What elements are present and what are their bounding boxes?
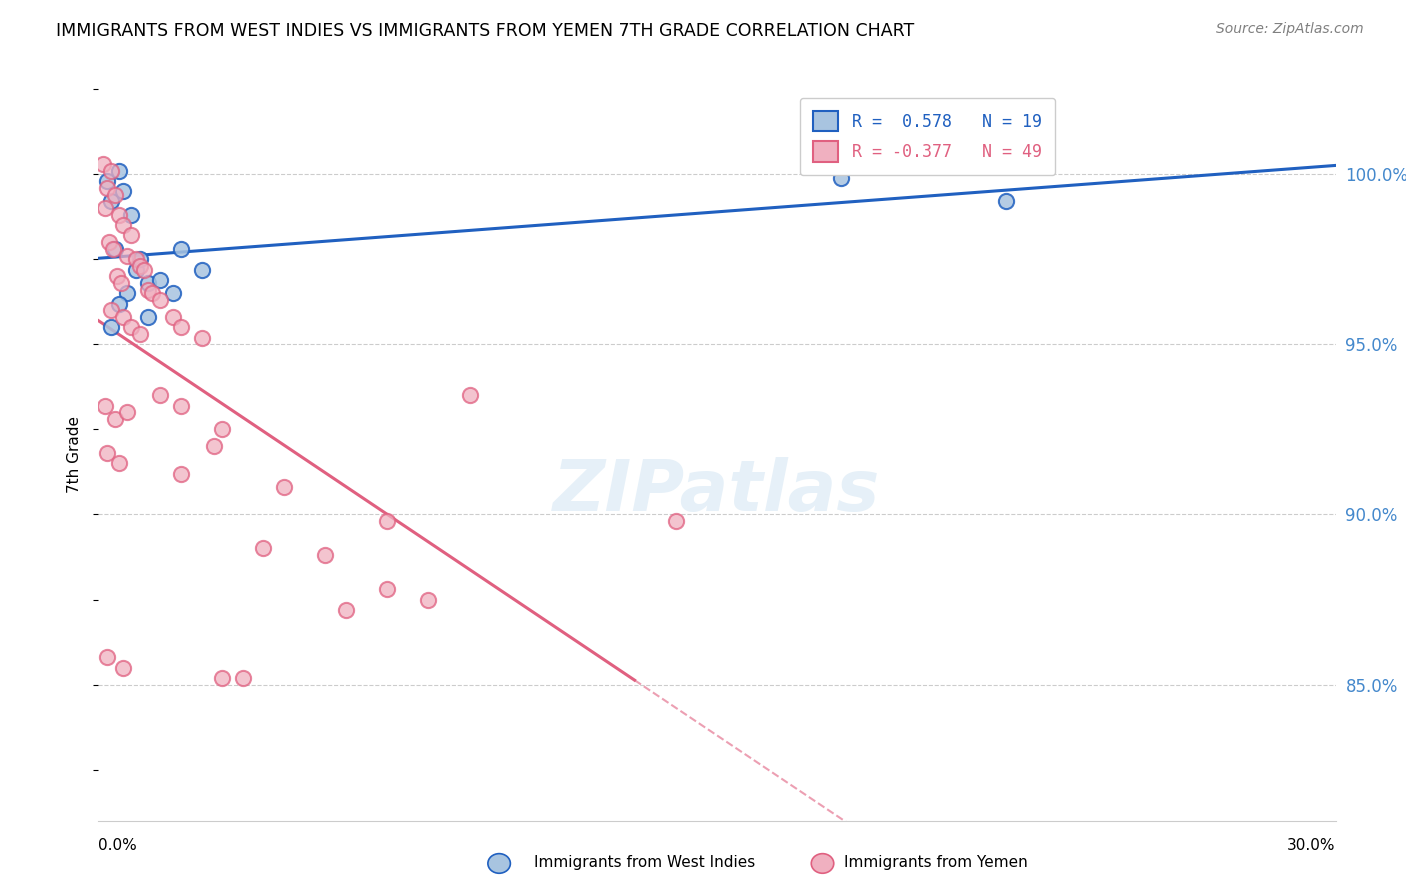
Point	[120, 320, 142, 334]
Point	[124, 262, 146, 277]
Point	[96, 446, 118, 460]
Point	[100, 320, 122, 334]
Point	[136, 283, 159, 297]
Point	[108, 296, 131, 310]
Point	[132, 262, 155, 277]
Legend: R =  0.578   N = 19, R = -0.377   N = 49: R = 0.578 N = 19, R = -0.377 N = 49	[800, 97, 1054, 175]
Point	[100, 194, 122, 209]
Point	[314, 549, 336, 563]
Text: Immigrants from Yemen: Immigrants from Yemen	[844, 855, 1028, 870]
Point	[202, 439, 225, 453]
Text: ZIPatlas: ZIPatlas	[554, 457, 880, 526]
Point	[273, 480, 295, 494]
Point	[211, 671, 233, 685]
Point	[994, 194, 1017, 209]
Point	[190, 262, 212, 277]
Point	[458, 388, 481, 402]
Point	[136, 310, 159, 325]
Point	[112, 184, 135, 198]
Point	[128, 327, 150, 342]
Point	[117, 286, 139, 301]
Point	[149, 273, 172, 287]
Point	[108, 164, 131, 178]
Point	[136, 276, 159, 290]
Point	[117, 405, 139, 419]
Point	[110, 276, 132, 290]
Point	[108, 208, 131, 222]
Point	[117, 249, 139, 263]
Point	[100, 303, 122, 318]
Point	[141, 286, 163, 301]
Point	[96, 650, 118, 665]
Text: Source: ZipAtlas.com: Source: ZipAtlas.com	[1216, 22, 1364, 37]
Point	[162, 286, 184, 301]
Point	[170, 320, 193, 334]
Point	[170, 242, 193, 256]
Point	[104, 412, 127, 426]
Y-axis label: 7th Grade: 7th Grade	[67, 417, 83, 493]
Point	[108, 457, 131, 471]
Point	[232, 671, 254, 685]
Point	[252, 541, 274, 556]
Point	[211, 422, 233, 436]
Point	[112, 219, 135, 233]
Point	[170, 399, 193, 413]
Point	[149, 293, 172, 307]
Point	[120, 208, 142, 222]
Text: Immigrants from West Indies: Immigrants from West Indies	[534, 855, 755, 870]
Point	[124, 252, 146, 267]
Point	[665, 514, 688, 528]
Point	[104, 187, 127, 202]
Text: 0.0%: 0.0%	[98, 838, 138, 853]
Point	[104, 242, 127, 256]
Point	[93, 201, 115, 215]
Point	[96, 174, 118, 188]
Point	[120, 228, 142, 243]
Point	[91, 157, 114, 171]
Point	[128, 259, 150, 273]
Point	[830, 170, 852, 185]
Point	[112, 310, 135, 325]
Point	[335, 603, 357, 617]
Point	[101, 242, 124, 256]
Point	[190, 330, 212, 344]
Point	[93, 399, 115, 413]
Point	[105, 269, 128, 284]
Point	[170, 467, 193, 481]
Text: IMMIGRANTS FROM WEST INDIES VS IMMIGRANTS FROM YEMEN 7TH GRADE CORRELATION CHART: IMMIGRANTS FROM WEST INDIES VS IMMIGRANT…	[56, 22, 914, 40]
Point	[149, 388, 172, 402]
Point	[375, 514, 398, 528]
Point	[100, 164, 122, 178]
Point	[418, 592, 440, 607]
Point	[162, 310, 184, 325]
Text: 30.0%: 30.0%	[1288, 838, 1336, 853]
Point	[128, 252, 150, 267]
Point	[97, 235, 120, 250]
Point	[96, 181, 118, 195]
Point	[375, 582, 398, 597]
Point	[112, 660, 135, 674]
